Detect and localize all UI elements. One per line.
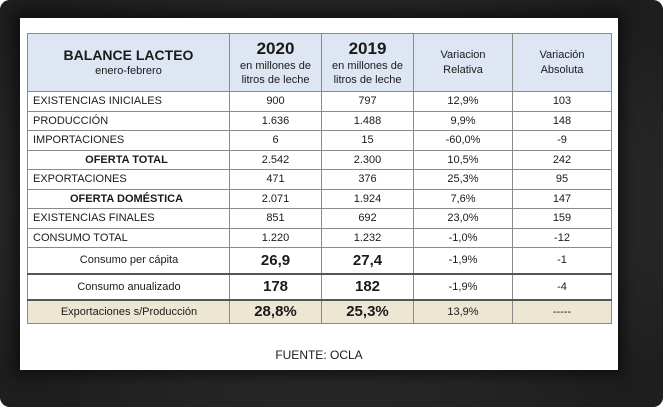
relative-variation: 10,5% (413, 149, 513, 170)
relative-variation: -60,0% (413, 130, 513, 151)
table-row: PRODUCCIÓN 1.636 1.488 9,9% 148 (27, 110, 612, 131)
value-2020: 900 (229, 91, 322, 112)
absolute-variation: -4 (512, 272, 612, 300)
table-row: Consumo per cápita 26,9 27,4 -1,9% -1 (27, 247, 612, 274)
row-label: OFERTA DOMÉSTICA (27, 188, 230, 209)
balance-table: BALANCE LACTEO enero-febrero 2020 en mil… (27, 33, 612, 324)
var-rel-line2: Relativa (443, 63, 483, 76)
relative-variation: 7,6% (413, 188, 513, 209)
value-2019: 25,3% (321, 298, 414, 324)
absolute-variation: -1 (512, 247, 612, 274)
table-row: IMPORTACIONES 6 15 -60,0% -9 (27, 130, 612, 151)
absolute-variation: 95 (512, 169, 612, 190)
value-2019: 376 (321, 169, 414, 190)
content-panel: BALANCE LACTEO enero-febrero 2020 en mil… (20, 18, 618, 370)
table-row: EXISTENCIAS INICIALES 900 797 12,9% 103 (27, 91, 612, 112)
value-2019: 692 (321, 208, 414, 229)
row-label: IMPORTACIONES (27, 130, 230, 151)
relative-variation: 12,9% (413, 91, 513, 112)
absolute-variation: -12 (512, 227, 612, 248)
header-title-cell: BALANCE LACTEO enero-febrero (27, 33, 230, 92)
table-row: Exportaciones s/Producción 28,8% 25,3% 1… (27, 298, 612, 324)
value-2019: 27,4 (321, 247, 414, 274)
row-label: Consumo anualizado (27, 272, 230, 300)
relative-variation: 25,3% (413, 169, 513, 190)
absolute-variation: ----- (512, 298, 612, 324)
header-2019: 2019 en millones de litros de leche (321, 33, 414, 92)
value-2020: 851 (229, 208, 322, 229)
absolute-variation: 147 (512, 188, 612, 209)
absolute-variation: 103 (512, 91, 612, 112)
year-2019-label: 2019 (348, 38, 387, 58)
value-2020: 28,8% (229, 298, 322, 324)
header-variacion-absoluta: Variación Absoluta (512, 33, 612, 92)
row-label: OFERTA TOTAL (27, 149, 230, 170)
row-label: EXISTENCIAS FINALES (27, 208, 230, 229)
value-2020: 2.542 (229, 149, 322, 170)
value-2019: 2.300 (321, 149, 414, 170)
relative-variation: -1,9% (413, 272, 513, 300)
relative-variation: 13,9% (413, 298, 513, 324)
value-2019: 797 (321, 91, 414, 112)
row-label: CONSUMO TOTAL (27, 227, 230, 248)
var-rel-line1: Variacion (440, 48, 486, 61)
value-2019: 182 (321, 272, 414, 300)
var-abs-line2: Absoluta (540, 63, 584, 76)
value-2020: 2.071 (229, 188, 322, 209)
row-label: Consumo per cápita (27, 247, 230, 274)
unit-2019-line2: litros de leche (333, 73, 402, 86)
value-2020: 1.220 (229, 227, 322, 248)
table-header-row: BALANCE LACTEO enero-febrero 2020 en mil… (27, 33, 612, 92)
table-row: CONSUMO TOTAL 1.220 1.232 -1,0% -12 (27, 227, 612, 248)
absolute-variation: 159 (512, 208, 612, 229)
value-2019: 15 (321, 130, 414, 151)
row-label: EXISTENCIAS INICIALES (27, 91, 230, 112)
unit-2019-line1: en millones de (332, 59, 403, 72)
unit-2020-line2: litros de leche (241, 73, 310, 86)
absolute-variation: 148 (512, 110, 612, 131)
unit-2020-line1: en millones de (240, 59, 311, 72)
value-2020: 26,9 (229, 247, 322, 274)
source-note: FUENTE: OCLA (275, 348, 363, 362)
header-2020: 2020 en millones de litros de leche (229, 33, 322, 92)
row-label: PRODUCCIÓN (27, 110, 230, 131)
var-abs-line1: Variación (539, 48, 585, 61)
row-label: EXPORTACIONES (27, 169, 230, 190)
table-row: EXPORTACIONES 471 376 25,3% 95 (27, 169, 612, 190)
table-row: EXISTENCIAS FINALES 851 692 23,0% 159 (27, 208, 612, 229)
table-row: OFERTA TOTAL 2.542 2.300 10,5% 242 (27, 149, 612, 170)
value-2020: 471 (229, 169, 322, 190)
value-2019: 1.232 (321, 227, 414, 248)
table-subtitle: enero-febrero (95, 65, 162, 77)
relative-variation: -1,0% (413, 227, 513, 248)
table-row: Consumo anualizado 178 182 -1,9% -4 (27, 272, 612, 300)
relative-variation: 23,0% (413, 208, 513, 229)
relative-variation: 9,9% (413, 110, 513, 131)
value-2019: 1.488 (321, 110, 414, 131)
value-2020: 1.636 (229, 110, 322, 131)
year-2020-label: 2020 (256, 38, 295, 58)
absolute-variation: 242 (512, 149, 612, 170)
value-2020: 178 (229, 272, 322, 300)
table-row: OFERTA DOMÉSTICA 2.071 1.924 7,6% 147 (27, 188, 612, 209)
absolute-variation: -9 (512, 130, 612, 151)
header-variacion-relativa: Variacion Relativa (413, 33, 513, 92)
value-2019: 1.924 (321, 188, 414, 209)
table-title: BALANCE LACTEO (63, 47, 194, 63)
value-2020: 6 (229, 130, 322, 151)
relative-variation: -1,9% (413, 247, 513, 274)
row-label: Exportaciones s/Producción (27, 298, 230, 324)
